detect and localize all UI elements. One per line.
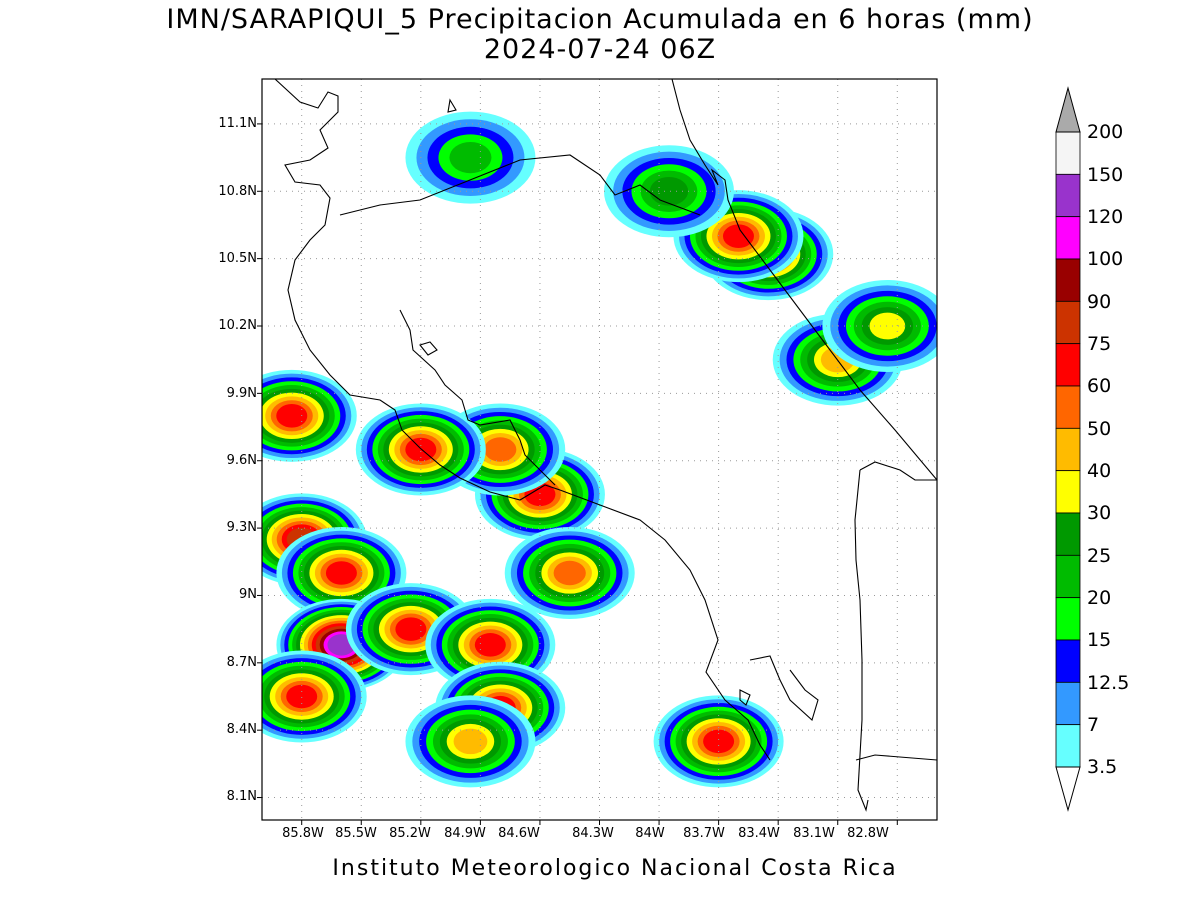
coastline-borders [274, 79, 937, 812]
rain-cell [262, 650, 367, 743]
legend-bottom-triangle [1055, 766, 1081, 812]
legend-color-box [1055, 258, 1081, 302]
lon-tick-label: 85.5W [335, 826, 377, 841]
lon-tick-label: 85.2W [389, 826, 431, 841]
legend-label: 200 [1087, 121, 1124, 143]
lon-tick-label: 84.6W [498, 826, 540, 841]
rain-contour [449, 141, 492, 174]
rain-contour [553, 560, 586, 586]
lat-tick-label: 10.8N [218, 184, 257, 199]
legend-label: 90 [1087, 291, 1112, 313]
rain-contour [869, 312, 906, 340]
lat-tick-label: 9.9N [226, 386, 257, 401]
lat-tick-label: 10.5N [218, 251, 257, 266]
legend-label: 60 [1087, 375, 1112, 397]
lon-tick-label: 82.8W [847, 826, 889, 841]
lat-tick-label: 8.7N [226, 655, 257, 670]
lon-tick-label: 83.7W [683, 826, 725, 841]
legend-color-box [1055, 173, 1081, 218]
lat-tick-label: 9.3N [226, 520, 257, 535]
legend-label: 7 [1087, 714, 1100, 736]
footer-credit: Instituto Meteorologico Nacional Costa R… [332, 856, 898, 881]
legend-color-box [1055, 300, 1081, 345]
rain-contour [325, 561, 357, 585]
lat-tick-label: 9N [239, 587, 257, 602]
legend-top-triangle [1055, 86, 1081, 133]
lat-tick-label: 11.1N [218, 116, 257, 131]
rain-contour [474, 633, 506, 657]
lon-tick-label: 84W [635, 826, 665, 841]
legend-label: 12.5 [1087, 672, 1130, 694]
lat-tick-label: 10.2N [218, 318, 257, 333]
legend-label: 100 [1087, 248, 1124, 270]
legend-color-box [1055, 427, 1081, 472]
legend-label: 15 [1087, 629, 1112, 651]
legend-label: 25 [1087, 545, 1112, 567]
legend-label: 75 [1087, 333, 1112, 355]
lon-tick-label: 84.3W [572, 826, 614, 841]
lon-tick-label: 85.8W [282, 826, 324, 841]
legend-label: 3.5 [1087, 756, 1118, 778]
rain-contour [649, 176, 689, 206]
rain-cell [262, 369, 357, 462]
rain-cell [405, 111, 536, 204]
legend-label: 40 [1087, 460, 1112, 482]
rain-contour [722, 224, 754, 248]
rain-contour [395, 617, 427, 641]
lat-tick-label: 9.6N [226, 453, 257, 468]
legend-color-box [1055, 385, 1081, 429]
legend-color-box [1055, 681, 1081, 726]
legend-label: 150 [1087, 164, 1124, 186]
lat-tick-label: 8.1N [226, 789, 257, 804]
rain-contour [276, 404, 308, 428]
legend-color-box [1055, 470, 1081, 514]
legend-label: 30 [1087, 502, 1112, 524]
rain-contour [453, 728, 488, 755]
legend-color-box [1055, 639, 1081, 683]
map-title: IMN/SARAPIQUI_5 Precipitacion Acumulada … [166, 4, 1034, 35]
lat-tick-label: 8.4N [226, 722, 257, 737]
rain-cell [504, 527, 635, 619]
rain-contour [286, 684, 318, 709]
legend-color-box [1055, 343, 1081, 387]
legend-color-box [1055, 554, 1081, 599]
rain-contour [484, 437, 517, 462]
lon-tick-label: 83.1W [793, 826, 835, 841]
legend-label: 120 [1087, 206, 1124, 228]
legend-color-box [1055, 724, 1081, 768]
rain-cell [474, 448, 605, 541]
map-subtitle-date: 2024-07-24 06Z [483, 34, 717, 65]
rain-cell [653, 695, 784, 788]
rain-field [262, 111, 937, 788]
lon-tick-label: 84.9W [444, 826, 486, 841]
legend-color-box [1055, 512, 1081, 556]
legend-color-box [1055, 216, 1081, 260]
legend-label: 20 [1087, 587, 1112, 609]
rain-contour [703, 729, 735, 754]
rain-cell [822, 280, 937, 372]
axis-tick-marks [257, 123, 898, 825]
lon-tick-label: 83.4W [738, 826, 780, 841]
rain-cell [603, 145, 734, 238]
rain-cell [405, 695, 536, 788]
legend-color-box [1055, 597, 1081, 641]
legend-label: 50 [1087, 418, 1112, 440]
legend-color-box [1055, 131, 1081, 175]
